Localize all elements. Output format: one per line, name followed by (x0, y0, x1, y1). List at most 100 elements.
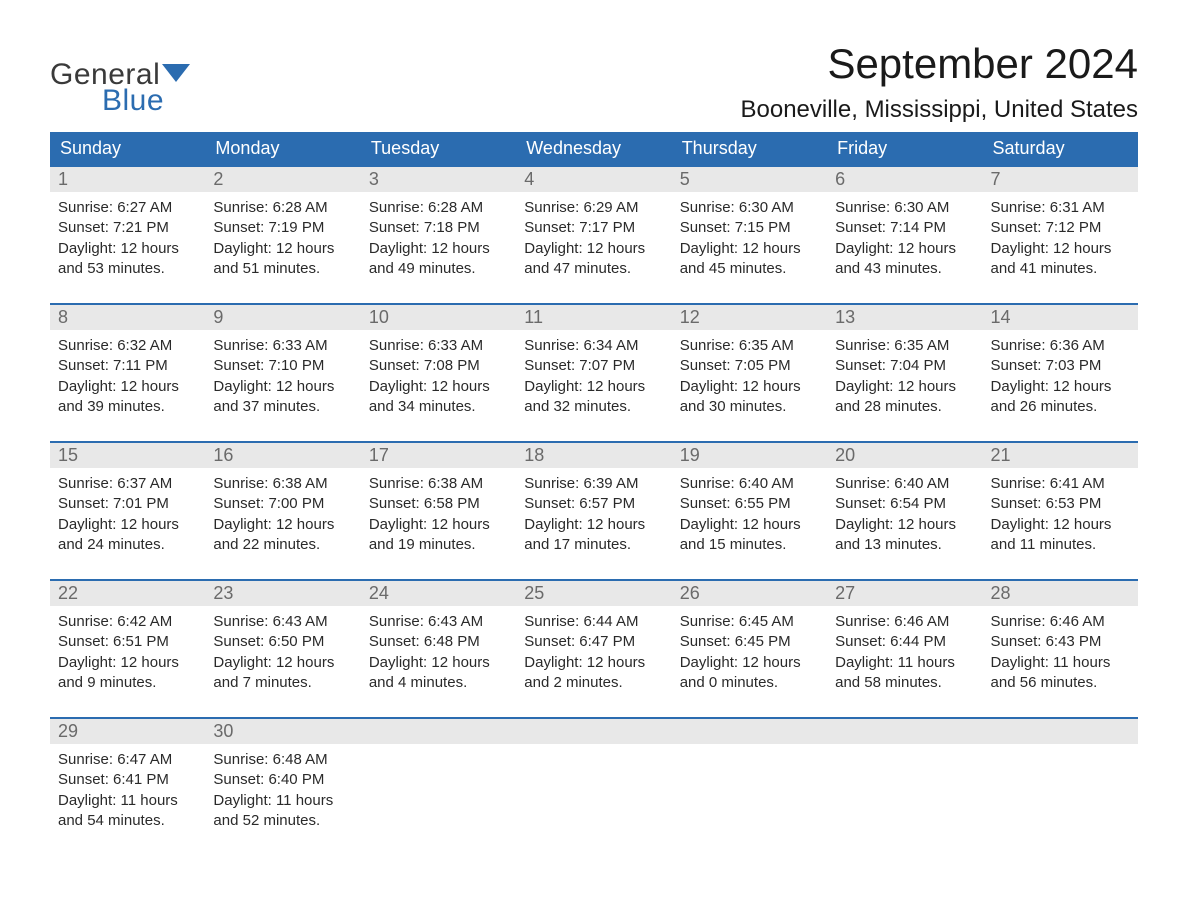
sunrise-line: Sunrise: 6:46 AM (835, 612, 974, 632)
day-number: 3 (361, 167, 516, 192)
sunset-line: Sunset: 7:18 PM (369, 218, 508, 238)
sunrise-line: Sunrise: 6:35 AM (680, 336, 819, 356)
daylight-line: Daylight: 12 hours and 49 minutes. (369, 239, 508, 280)
location: Booneville, Mississippi, United States (740, 96, 1138, 124)
daylight-line: Daylight: 12 hours and 41 minutes. (991, 239, 1130, 280)
daylight-line: Daylight: 12 hours and 22 minutes. (213, 515, 352, 556)
day-cell: 7Sunrise: 6:31 AMSunset: 7:12 PMDaylight… (983, 166, 1138, 304)
daylight-line: Daylight: 12 hours and 2 minutes. (524, 653, 663, 694)
daylight-line: Daylight: 12 hours and 45 minutes. (680, 239, 819, 280)
sunrise-line: Sunrise: 6:40 AM (835, 474, 974, 494)
daylight-line: Daylight: 12 hours and 37 minutes. (213, 377, 352, 418)
sunrise-line: Sunrise: 6:28 AM (369, 198, 508, 218)
daylight-line: Daylight: 12 hours and 7 minutes. (213, 653, 352, 694)
sunset-line: Sunset: 7:01 PM (58, 494, 197, 514)
sunrise-line: Sunrise: 6:47 AM (58, 750, 197, 770)
day-cell: 11Sunrise: 6:34 AMSunset: 7:07 PMDayligh… (516, 304, 671, 442)
day-cell (983, 718, 1138, 855)
sunset-line: Sunset: 7:05 PM (680, 356, 819, 376)
day-content: Sunrise: 6:29 AMSunset: 7:17 PMDaylight:… (516, 192, 671, 303)
sunset-line: Sunset: 7:00 PM (213, 494, 352, 514)
daylight-line: Daylight: 12 hours and 19 minutes. (369, 515, 508, 556)
day-number-empty (516, 719, 671, 744)
daylight-line: Daylight: 12 hours and 26 minutes. (991, 377, 1130, 418)
day-number: 17 (361, 443, 516, 468)
daylight-line: Daylight: 12 hours and 4 minutes. (369, 653, 508, 694)
day-number: 30 (205, 719, 360, 744)
sunrise-line: Sunrise: 6:41 AM (991, 474, 1130, 494)
sunrise-line: Sunrise: 6:36 AM (991, 336, 1130, 356)
sunset-line: Sunset: 7:14 PM (835, 218, 974, 238)
sunset-line: Sunset: 7:07 PM (524, 356, 663, 376)
day-number: 14 (983, 305, 1138, 330)
sunset-line: Sunset: 6:44 PM (835, 632, 974, 652)
day-content: Sunrise: 6:45 AMSunset: 6:45 PMDaylight:… (672, 606, 827, 717)
day-cell: 6Sunrise: 6:30 AMSunset: 7:14 PMDaylight… (827, 166, 982, 304)
day-number: 27 (827, 581, 982, 606)
day-number: 20 (827, 443, 982, 468)
sunset-line: Sunset: 6:43 PM (991, 632, 1130, 652)
day-header-tue: Tuesday (361, 132, 516, 166)
sunset-line: Sunset: 6:51 PM (58, 632, 197, 652)
daylight-line: Daylight: 12 hours and 24 minutes. (58, 515, 197, 556)
day-header-fri: Friday (827, 132, 982, 166)
sunrise-line: Sunrise: 6:28 AM (213, 198, 352, 218)
sunset-line: Sunset: 7:10 PM (213, 356, 352, 376)
day-content: Sunrise: 6:46 AMSunset: 6:43 PMDaylight:… (983, 606, 1138, 717)
day-number: 5 (672, 167, 827, 192)
sunrise-line: Sunrise: 6:45 AM (680, 612, 819, 632)
sunrise-line: Sunrise: 6:43 AM (213, 612, 352, 632)
day-cell: 12Sunrise: 6:35 AMSunset: 7:05 PMDayligh… (672, 304, 827, 442)
day-cell: 20Sunrise: 6:40 AMSunset: 6:54 PMDayligh… (827, 442, 982, 580)
sunset-line: Sunset: 7:03 PM (991, 356, 1130, 376)
day-cell (361, 718, 516, 855)
day-number: 24 (361, 581, 516, 606)
day-content: Sunrise: 6:42 AMSunset: 6:51 PMDaylight:… (50, 606, 205, 717)
sunset-line: Sunset: 6:47 PM (524, 632, 663, 652)
daylight-line: Daylight: 12 hours and 53 minutes. (58, 239, 197, 280)
week-row: 29Sunrise: 6:47 AMSunset: 6:41 PMDayligh… (50, 718, 1138, 855)
sunset-line: Sunset: 7:11 PM (58, 356, 197, 376)
daylight-line: Daylight: 12 hours and 9 minutes. (58, 653, 197, 694)
sunset-line: Sunset: 6:45 PM (680, 632, 819, 652)
day-content: Sunrise: 6:39 AMSunset: 6:57 PMDaylight:… (516, 468, 671, 579)
day-content-empty (516, 744, 671, 824)
sunset-line: Sunset: 6:55 PM (680, 494, 819, 514)
day-content: Sunrise: 6:48 AMSunset: 6:40 PMDaylight:… (205, 744, 360, 855)
day-cell: 14 Sunrise: 6:36 AMSunset: 7:03 PMDayligh… (983, 304, 1138, 442)
day-cell: 26Sunrise: 6:45 AMSunset: 6:45 PMDayligh… (672, 580, 827, 718)
logo: General Blue (50, 58, 190, 118)
logo-flag-icon (162, 64, 190, 84)
sunrise-line: Sunrise: 6:30 AM (835, 198, 974, 218)
sunset-line: Sunset: 6:40 PM (213, 770, 352, 790)
day-content: Sunrise: 6:40 AMSunset: 6:54 PMDaylight:… (827, 468, 982, 579)
sunset-line: Sunset: 7:15 PM (680, 218, 819, 238)
day-content-empty (361, 744, 516, 824)
calendar-table: Sunday Monday Tuesday Wednesday Thursday… (50, 132, 1138, 855)
day-content-empty (983, 744, 1138, 824)
day-cell: 30Sunrise: 6:48 AMSunset: 6:40 PMDayligh… (205, 718, 360, 855)
day-content: Sunrise: 6:35 AMSunset: 7:04 PMDaylight:… (827, 330, 982, 441)
sunrise-line: Sunrise: 6:32 AM (58, 336, 197, 356)
daylight-line: Daylight: 11 hours and 54 minutes. (58, 791, 197, 832)
daylight-line: Daylight: 12 hours and 43 minutes. (835, 239, 974, 280)
day-cell: 15Sunrise: 6:37 AMSunset: 7:01 PMDayligh… (50, 442, 205, 580)
day-header-row: Sunday Monday Tuesday Wednesday Thursday… (50, 132, 1138, 166)
daylight-line: Daylight: 12 hours and 39 minutes. (58, 377, 197, 418)
daylight-line: Daylight: 12 hours and 51 minutes. (213, 239, 352, 280)
day-content: Sunrise: 6:38 AMSunset: 6:58 PMDaylight:… (361, 468, 516, 579)
sunset-line: Sunset: 6:41 PM (58, 770, 197, 790)
day-number: 2 (205, 167, 360, 192)
day-content: Sunrise: 6:30 AMSunset: 7:15 PMDaylight:… (672, 192, 827, 303)
day-cell: 28Sunrise: 6:46 AMSunset: 6:43 PMDayligh… (983, 580, 1138, 718)
day-cell: 5Sunrise: 6:30 AMSunset: 7:15 PMDaylight… (672, 166, 827, 304)
sunrise-line: Sunrise: 6:33 AM (369, 336, 508, 356)
day-cell: 4Sunrise: 6:29 AMSunset: 7:17 PMDaylight… (516, 166, 671, 304)
day-cell: 10Sunrise: 6:33 AMSunset: 7:08 PMDayligh… (361, 304, 516, 442)
day-cell: 3 Sunrise: 6:28 AMSunset: 7:18 PMDaylight… (361, 166, 516, 304)
daylight-line: Daylight: 12 hours and 32 minutes. (524, 377, 663, 418)
day-content: Sunrise: 6:31 AMSunset: 7:12 PMDaylight:… (983, 192, 1138, 303)
day-cell: 16Sunrise: 6:38 AMSunset: 7:00 PMDayligh… (205, 442, 360, 580)
day-content: Sunrise: 6:33 AMSunset: 7:08 PMDaylight:… (361, 330, 516, 441)
day-header-mon: Monday (205, 132, 360, 166)
